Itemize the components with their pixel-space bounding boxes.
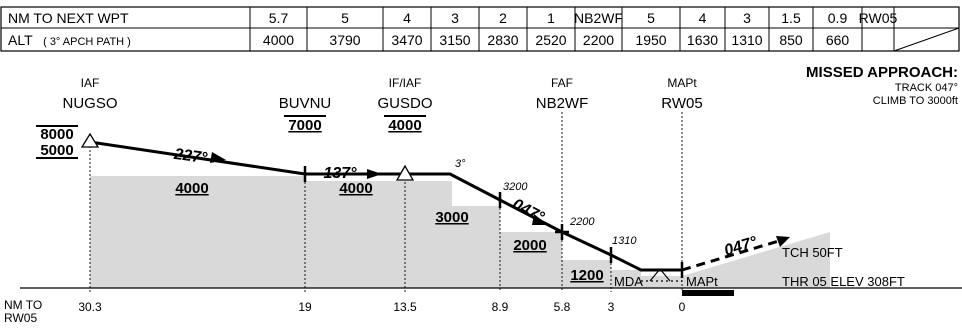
- row1-cell: 3: [451, 10, 459, 26]
- row2-cell: 3470: [391, 32, 422, 48]
- distance-altitude-table: NM TO NEXT WPT ALT ( 3° APCH PATH ) 5.7 5…: [0, 6, 960, 52]
- row2-cell: 1950: [635, 32, 666, 48]
- course-227: 227°: [172, 146, 209, 168]
- missed-approach-title: MISSED APPROACH:: [806, 64, 958, 81]
- rw05-name: RW05: [661, 95, 702, 112]
- row2-cell: 2830: [487, 32, 518, 48]
- mda-path-tick: [649, 268, 671, 282]
- threshold-label: THR 05 ELEV 308FT: [782, 274, 905, 289]
- missed-approach-line2: CLIMB TO 3000ft: [873, 95, 958, 107]
- row1-cell: 4: [699, 10, 707, 26]
- row1-cell: 1: [547, 10, 555, 26]
- row1-cell: RW05: [859, 10, 898, 26]
- gusdo-role: IF/IAF: [389, 76, 422, 90]
- distance-tick-label: 0: [679, 300, 686, 314]
- row2-cell: 1630: [687, 32, 718, 48]
- table-column-dividers: [249, 7, 895, 51]
- nugso-name: NUGSO: [62, 95, 117, 112]
- msa-segment-5: 1200: [570, 267, 603, 284]
- missed-approach-line1: TRACK 047°: [895, 82, 958, 94]
- row1-cell: 1.5: [781, 10, 801, 26]
- course-arrow-047: [532, 214, 548, 225]
- distance-axis-label-1: NM TO: [4, 298, 42, 312]
- msa-segment-1: 4000: [175, 180, 208, 197]
- row2-label-group: ALT ( 3° APCH PATH ): [8, 32, 131, 49]
- minimum-altitude-terrain: [90, 176, 830, 288]
- nugso-alt-bottom: 5000: [40, 142, 73, 159]
- course-137: 137°: [323, 165, 357, 182]
- mapt-label: MAPt: [686, 274, 718, 289]
- nugso-alt-top: 8000: [40, 126, 73, 143]
- nb2wf-role: FAF: [551, 76, 573, 90]
- row1-label: NM TO NEXT WPT: [8, 10, 129, 26]
- row1-cell: 2: [499, 10, 507, 26]
- missed-approach-arrow: [776, 236, 790, 247]
- buvnu-alt: 7000: [288, 117, 321, 134]
- row1-values: 5.7 5 4 3 2 1 NB2WF 5 4 3 1.5 0.9 RW05: [269, 10, 898, 26]
- row2-cell: 3790: [329, 32, 360, 48]
- row2-cell: 660: [826, 32, 850, 48]
- row1-cell: 0.9: [828, 10, 848, 26]
- tch-label: TCH 50FT: [782, 245, 843, 260]
- distance-axis-ticks: 30.3 19 13.5 8.9 5.8 3 0: [78, 300, 685, 314]
- row1-cell: 3: [743, 10, 751, 26]
- row2-cell: 4000: [263, 32, 294, 48]
- row2-sublabel: ( 3° APCH PATH ): [43, 36, 131, 48]
- row2-cell: 1310: [731, 32, 762, 48]
- buvnu-name: BUVNU: [279, 95, 332, 112]
- row2-cell: 850: [779, 32, 803, 48]
- msa-segment-2: 4000: [339, 180, 372, 197]
- approach-path: [89, 140, 682, 272]
- row2-values: 4000 3790 3470 3150 2830 2520 2200 1950 1630 1310…: [263, 32, 849, 48]
- distance-axis-label-2: RW05: [4, 311, 37, 325]
- row2-cell: 3150: [439, 32, 470, 48]
- row1-cell: 4: [403, 10, 411, 26]
- nugso-role: IAF: [81, 76, 100, 90]
- mda-label: MDA: [614, 274, 643, 289]
- distance-tick-label: 30.3: [78, 300, 102, 314]
- row2-cell: 2200: [583, 32, 614, 48]
- rw05-role: MAPt: [667, 76, 697, 90]
- alt-mark-1310: 1310: [612, 235, 637, 247]
- empty-cell-slash: [893, 27, 960, 52]
- alt-mark-2200: 2200: [569, 216, 595, 228]
- glide-angle: 3°: [455, 158, 466, 170]
- gusdo-alt: 4000: [388, 117, 421, 134]
- distance-tick-label: 5.8: [554, 300, 571, 314]
- alt-mark-3200: 3200: [503, 181, 528, 193]
- nugso-triangle-icon: [80, 132, 100, 148]
- distance-tick-label: 8.9: [492, 300, 509, 314]
- row1-cell: 5.7: [269, 10, 289, 26]
- course-arrow-137: [367, 169, 382, 179]
- runway-bar: [682, 290, 734, 296]
- gusdo-triangle-icon: [395, 164, 415, 181]
- row1-cell: 5: [341, 10, 349, 26]
- msa-segment-3: 3000: [435, 209, 468, 226]
- course-arrow-227: [210, 152, 226, 163]
- distance-tick-label: 3: [608, 300, 615, 314]
- row1-cell: 5: [647, 10, 655, 26]
- row1-cell: NB2WF: [574, 10, 623, 26]
- table-border: [0, 6, 960, 52]
- missed-approach-path: [681, 238, 783, 272]
- distance-tick-label: 13.5: [393, 300, 417, 314]
- gusdo-name: GUSDO: [377, 95, 432, 112]
- row2-cell: 2520: [535, 32, 566, 48]
- nb2wf-name: NB2WF: [536, 95, 589, 112]
- row2-label: ALT: [8, 32, 33, 48]
- msa-segment-4: 2000: [513, 237, 546, 254]
- distance-tick-label: 19: [298, 300, 312, 314]
